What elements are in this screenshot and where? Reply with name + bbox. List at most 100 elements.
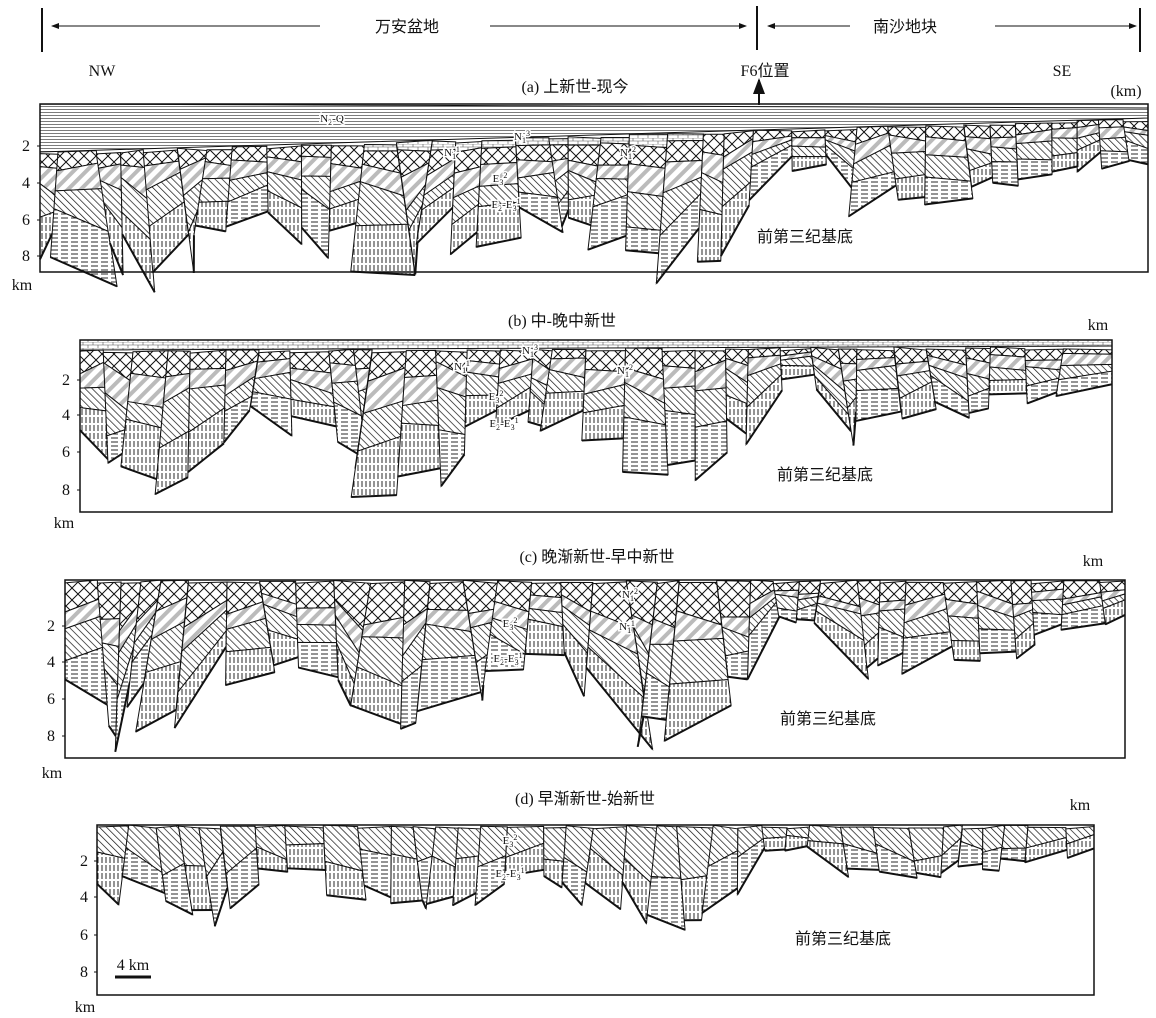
basement-top <box>954 660 980 661</box>
basement-top <box>796 619 814 620</box>
region-label: 万安盆地 <box>375 18 439 36</box>
strata-block <box>1033 613 1062 635</box>
strata-block <box>717 581 751 617</box>
basement-top <box>765 849 785 850</box>
label-part: 1 <box>631 619 635 628</box>
strata-block <box>1025 349 1064 360</box>
strata-block <box>989 380 1027 395</box>
depth-tick-label: 4 <box>80 889 88 906</box>
depth-tick-label: 4 <box>47 654 55 671</box>
strata-block <box>80 387 106 411</box>
scale-label: 4 km <box>117 957 150 974</box>
label-part: 1 <box>521 866 525 875</box>
strata-block <box>286 844 325 870</box>
strata-block <box>841 363 857 381</box>
strata-block <box>979 629 1016 653</box>
strata-block <box>231 146 267 162</box>
strata-block <box>1052 128 1077 139</box>
label-part: 2 <box>513 833 517 842</box>
strata-block <box>97 582 121 619</box>
section <box>65 580 1125 758</box>
label-part: N <box>522 345 530 357</box>
strata-block <box>695 388 726 427</box>
depth-tick-label: 2 <box>62 372 70 389</box>
label-part: 2 <box>629 363 633 372</box>
label-part: N <box>320 113 328 125</box>
panel-title: (b) 中-晚中新世 <box>508 312 616 330</box>
strata-label: E2-E31 <box>491 197 520 213</box>
strata-block <box>568 195 594 225</box>
direction-label: SE <box>1053 63 1072 80</box>
strata-block <box>792 156 826 171</box>
strata-block <box>626 227 661 253</box>
label-part: N <box>444 147 452 159</box>
axis-unit: km <box>12 277 33 294</box>
basement-label: 前第三纪基底 <box>780 710 876 728</box>
strata-block <box>405 350 437 377</box>
strata-block <box>516 145 552 162</box>
strata-block <box>568 137 601 145</box>
depth-tick-label: 2 <box>47 618 55 635</box>
strata-block <box>1002 825 1028 848</box>
strata-block <box>351 224 415 275</box>
label-part: 1 <box>517 197 521 206</box>
strata-block <box>792 130 825 138</box>
depth-tick-label: 6 <box>47 691 55 708</box>
strata-block <box>301 156 331 176</box>
section <box>80 340 1112 512</box>
strata-block <box>121 150 145 168</box>
strata-label: E2-E31 <box>495 866 524 882</box>
strata-block <box>664 386 695 415</box>
strata-block <box>667 134 703 141</box>
strata-block <box>895 175 925 200</box>
strata-block <box>666 141 704 163</box>
strata-block <box>296 581 335 608</box>
section <box>97 825 1094 995</box>
label-part: N <box>619 621 627 633</box>
strata-block <box>297 624 336 642</box>
strata-block <box>670 638 728 684</box>
depth-tick-label: 4 <box>62 407 70 424</box>
strata-block <box>301 145 331 157</box>
label-part: N <box>454 361 462 373</box>
basement-top <box>847 869 879 870</box>
label-part: N <box>617 365 625 377</box>
basement-label: 前第三纪基底 <box>777 466 873 484</box>
label-part: 1 <box>519 651 523 660</box>
strata-block <box>792 146 826 157</box>
strata-block <box>190 350 226 369</box>
region-label: 南沙地块 <box>873 18 937 36</box>
strata-block <box>697 209 722 261</box>
strata-block <box>1011 580 1033 604</box>
strata-block <box>297 608 336 625</box>
label-part: 1 <box>466 359 470 368</box>
label-part: 3 <box>526 129 530 138</box>
basement-top <box>697 261 720 262</box>
strata-block <box>991 147 1017 162</box>
strata-block <box>354 350 373 369</box>
basement-top <box>482 685 483 700</box>
strata-block <box>626 192 663 231</box>
label-part: -Q <box>332 113 344 125</box>
strata-block <box>519 192 563 232</box>
panel-title: (d) 早渐新世-始新世 <box>515 790 655 808</box>
strata-block <box>681 876 707 921</box>
strata-block <box>951 641 980 661</box>
strata-label: E2-E31 <box>489 416 518 432</box>
unit-label: (km) <box>1110 83 1141 100</box>
depth-tick-label: 6 <box>22 212 30 229</box>
strata-block <box>1016 141 1052 160</box>
direction-label: NW <box>89 63 117 80</box>
label-part: 2 <box>634 587 638 596</box>
strata-block <box>695 421 727 480</box>
axis-unit: km <box>42 765 63 782</box>
strata-block <box>40 154 58 169</box>
strata-block <box>427 582 467 611</box>
label-part: 3 <box>534 343 538 352</box>
label-part: N <box>514 131 522 143</box>
unit-label: km <box>1088 317 1109 334</box>
unit-label: km <box>1070 797 1091 814</box>
strata-block <box>251 392 292 436</box>
strata-block <box>463 580 498 613</box>
strata-block <box>948 616 979 641</box>
